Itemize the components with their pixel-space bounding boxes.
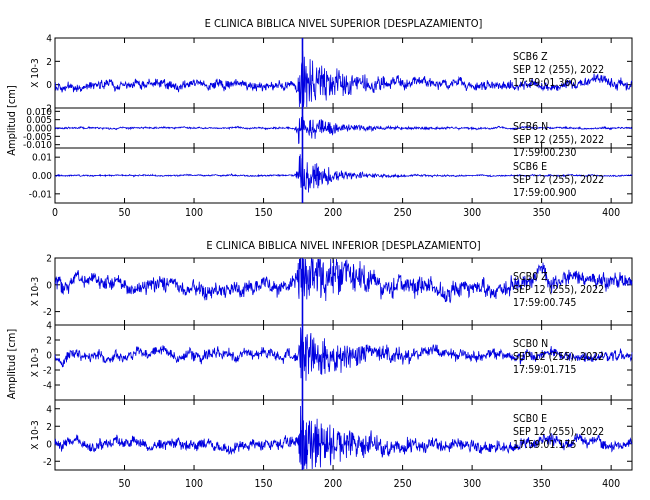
y-tick-label: -2 [43,457,52,468]
station-component-label: SCB0 Z [513,271,548,283]
seismic-trace-line [54,50,633,108]
chart-title: E CLINICA BIBLICA NIVEL INFERIOR [DESPLA… [206,239,480,252]
x-tick-label: 350 [533,478,551,490]
chart-group-0: E CLINICA BIBLICA NIVEL SUPERIOR [DESPLA… [5,17,633,219]
x-tick-label: 100 [185,207,203,219]
trace-date: SEP 12 (255), 2022 [513,284,604,296]
y-tick-label: 0.00 [32,171,52,182]
y-tick-label: 2 [46,254,52,265]
trace-date: SEP 12 (255), 2022 [513,426,604,438]
trace-time: 17:59:01.360 [513,77,576,89]
station-component-label: SCB6 N [513,121,548,133]
trace-time: 17:59:01.715 [513,364,576,376]
y-tick-label: 0 [46,351,52,362]
y-tick-label: 0 [46,280,52,291]
trace-date: SEP 12 (255), 2022 [513,64,604,76]
x-tick-label: 100 [185,478,203,490]
x-tick-label: 400 [602,478,620,490]
y-tick-label: -2 [43,104,52,115]
y-tick-label: -0.005 [23,132,52,143]
x-tick-label: 150 [255,478,273,490]
x-tick-label: 300 [463,207,481,219]
y-tick-label: 2 [46,422,52,433]
y-tick-label: -0.010 [23,140,52,151]
panel-frame [54,399,633,471]
y-tick-label: 0 [46,80,52,91]
y-tick-label: 0.005 [26,115,52,126]
trace-date: SEP 12 (255), 2022 [513,174,604,186]
scale-multiplier-label: X 10-3 [30,420,41,449]
station-component-label: SCB6 Z [513,51,548,63]
chart-title: E CLINICA BIBLICA NIVEL SUPERIOR [DESPLA… [205,17,483,30]
y-tick-label: -2 [43,366,52,377]
x-tick-label: 400 [602,207,620,219]
station-component-label: SCB6 E [513,161,547,173]
x-tick-label: 0 [52,207,58,219]
x-tick-label: 150 [255,207,273,219]
trace-time: 17:59:01.175 [513,439,576,451]
chart-group-1: E CLINICA BIBLICA NIVEL INFERIOR [DESPLA… [5,239,633,490]
y-tick-label: 0.01 [32,153,52,164]
y-tick-label: 2 [46,57,52,68]
y-tick-label: -2 [43,307,52,318]
trace-date: SEP 12 (255), 2022 [513,134,604,146]
station-component-label: SCB0 N [513,338,548,350]
y-tick-label: -4 [43,381,52,392]
scale-multiplier-label: X 10-3 [30,58,41,87]
y-axis-label: Amplitud [cm] [5,85,18,156]
scale-multiplier-label: X 10-3 [30,277,41,306]
x-tick-label: 350 [533,207,551,219]
trace-time: 17:59:00.745 [513,297,576,309]
x-tick-label: 300 [463,478,481,490]
scale-multiplier-label: X 10-3 [30,348,41,377]
y-tick-label: 0.010 [26,107,52,118]
y-axis-label: Amplitud [cm] [5,329,18,400]
seismic-trace-line [54,405,633,470]
x-tick-label: 250 [394,478,412,490]
y-tick-label: -0.01 [29,189,52,200]
seismic-trace-line [54,115,633,145]
x-tick-label: 50 [119,207,131,219]
seismic-trace-line [54,154,633,193]
x-tick-label: 50 [119,478,131,490]
x-tick-label: 200 [324,207,342,219]
y-tick-label: 0 [46,439,52,450]
x-tick-label: 200 [324,478,342,490]
trace-time: 17:59:00.230 [513,147,576,159]
y-tick-label: 0.000 [26,124,52,135]
seismic-trace-line [54,327,633,381]
trace-time: 17:59:00.900 [513,187,576,199]
y-tick-label: 2 [46,336,52,347]
x-tick-label: 250 [394,207,412,219]
y-tick-label: 4 [46,321,52,332]
station-component-label: SCB0 E [513,413,547,425]
y-tick-label: 4 [46,34,52,45]
y-tick-label: 4 [46,404,52,415]
trace-date: SEP 12 (255), 2022 [513,351,604,363]
seismic-trace-line [54,258,633,304]
